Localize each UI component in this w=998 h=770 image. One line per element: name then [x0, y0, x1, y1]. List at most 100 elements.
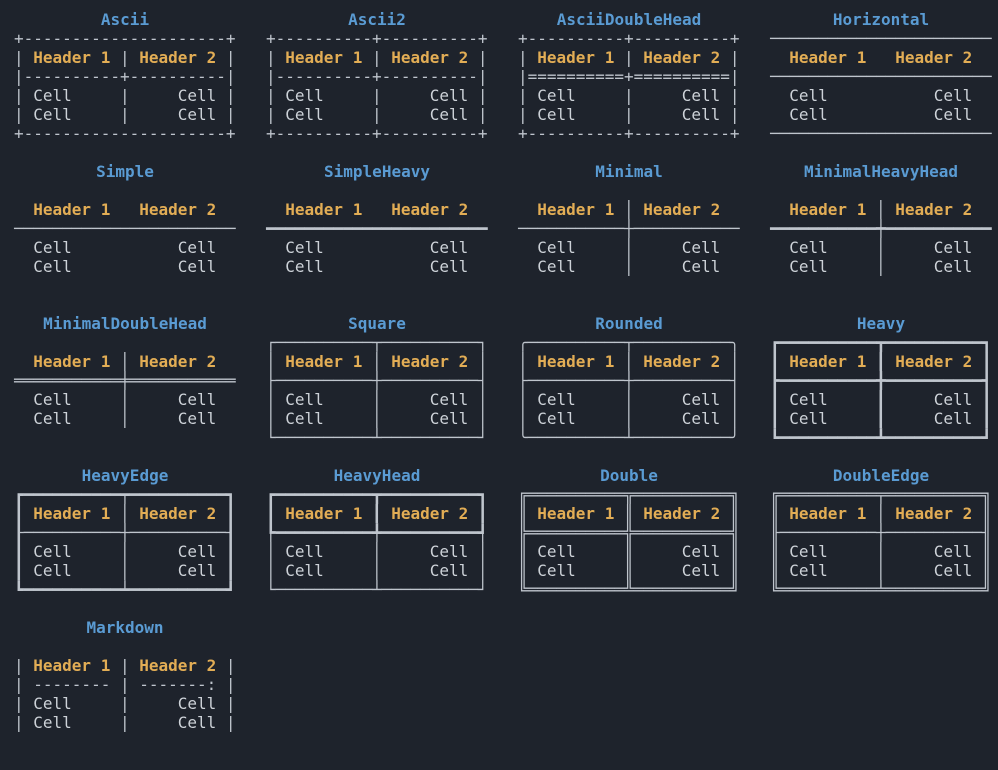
table-row: Cell Cell	[266, 257, 488, 276]
border-chars: ┃	[770, 409, 790, 428]
border-chars	[14, 352, 33, 371]
border-chars: ───────────────────────	[14, 219, 236, 238]
header-text: Header 2	[139, 48, 217, 67]
cell-text: Cell	[177, 409, 217, 428]
table-row: +---------------------+	[14, 29, 236, 48]
border-chars: ┃	[216, 561, 236, 580]
border-chars: ───────────────────────	[770, 67, 992, 86]
box-style-block-ascii2: Ascii2 +----------+----------+ | Header 1 …	[266, 10, 488, 162]
table-row: Cell │ Cell	[518, 238, 740, 257]
header-text: Header 1	[285, 504, 363, 523]
border-chars: ═══════════╪═══════════	[14, 371, 236, 390]
table-row: | Header 1 | Header 2 |	[518, 48, 740, 67]
table-row: |----------+----------|	[14, 67, 236, 86]
cell-text: Cell	[429, 86, 469, 105]
table-row: +----------+----------+	[518, 29, 740, 48]
table-row: ═══════════╪═══════════	[14, 371, 236, 390]
header-text: Header 2	[139, 200, 217, 219]
border-chars	[216, 409, 235, 428]
border-chars: ┃	[216, 504, 236, 523]
border-chars: +----------+----------+	[266, 29, 488, 48]
border-chars: |	[110, 656, 140, 675]
table-row: ┡━━━━━━━━━━╇━━━━━━━━━━┩	[266, 523, 488, 542]
table-row: | Cell | Cell |	[14, 105, 236, 124]
example-table: ┏━━━━━━━━━━┯━━━━━━━━━━┓ ┃ Header 1 │ Head…	[14, 485, 236, 599]
border-chars: ╭──────────┬──────────╮	[518, 333, 740, 352]
border-chars	[972, 86, 991, 105]
cell-text: Cell	[429, 238, 469, 257]
cell-text: Cell	[789, 105, 828, 124]
cell-text: Cell	[681, 257, 721, 276]
cell-text: Cell	[537, 561, 576, 580]
cell-text: Cell	[177, 561, 217, 580]
border-chars: ║	[518, 542, 538, 561]
border-chars: |	[216, 86, 236, 105]
header-text: Header 2	[643, 200, 721, 219]
cell-text: Cell	[285, 542, 324, 561]
example-table: ┏━━━━━━━━━━┳━━━━━━━━━━┓ ┃ Header 1 ┃ Head…	[770, 333, 992, 447]
cell-text: Cell	[537, 257, 576, 276]
example-table: Header 1 Header 2 ━━━━━━━━━━━━━━━━━━━━━━…	[266, 181, 488, 295]
box-style-block-simple: Simple Header 1 Header 2 ───────────────…	[14, 162, 236, 314]
table-row	[518, 276, 740, 295]
table-row	[518, 181, 740, 200]
box-style-block-minimalheavyhead: MinimalHeavyHead Header 1 │ Header 2 ━━━…	[770, 162, 992, 314]
table-row: Header 1 Header 2	[14, 200, 236, 219]
box-style-block-ascii: Ascii +---------------------+ | Header 1 |…	[14, 10, 236, 162]
border-chars: ║	[972, 561, 992, 580]
border-chars: │	[614, 352, 644, 371]
border-chars: |	[216, 713, 236, 732]
table-row: ├──────────┼──────────┤	[266, 371, 488, 390]
border-chars	[828, 105, 934, 124]
border-chars	[770, 200, 789, 219]
table-row: ╰──────────┴──────────╯	[518, 428, 740, 447]
border-chars	[972, 105, 991, 124]
border-chars	[110, 200, 139, 219]
header-text: Header 2	[895, 352, 973, 371]
table-row	[14, 181, 236, 200]
border-chars	[770, 86, 789, 105]
border-chars: ───────────────────────	[770, 29, 992, 48]
border-chars: |	[468, 105, 488, 124]
border-chars: |	[575, 86, 682, 105]
border-chars	[468, 238, 487, 257]
cell-text: Cell	[933, 238, 973, 257]
cell-text: Cell	[177, 257, 217, 276]
box-style-title: Heavy	[856, 314, 906, 333]
border-chars: ┌──────────┬──────────┐	[266, 333, 488, 352]
border-chars: │	[720, 390, 740, 409]
header-text: Header 1	[789, 352, 867, 371]
table-row: │ Cell │ Cell │	[518, 409, 740, 428]
border-chars: │	[468, 542, 488, 561]
cell-text: Cell	[789, 390, 828, 409]
border-chars: |	[518, 86, 538, 105]
table-row: ║ Header 1 ║ Header 2 ║	[518, 504, 740, 523]
table-row: ┃ Cell │ Cell ┃	[14, 542, 236, 561]
border-chars: |	[468, 48, 488, 67]
border-chars	[14, 238, 33, 257]
box-style-title: Double	[600, 466, 658, 485]
table-row: ║ Cell │ Cell ║	[770, 561, 992, 580]
border-chars	[972, 48, 991, 67]
cell-text: Cell	[429, 561, 469, 580]
table-row: Header 1 │ Header 2	[518, 200, 740, 219]
border-chars: │	[575, 390, 682, 409]
border-chars: |	[720, 86, 740, 105]
border-chars: ───────────────────────	[770, 124, 992, 143]
cell-text: Cell	[33, 542, 72, 561]
table-row: | Cell | Cell |	[14, 713, 236, 732]
header-text: Header 2	[391, 200, 469, 219]
border-chars	[216, 257, 235, 276]
example-table: ╔══════════╤══════════╗ ║ Header 1 │ Head…	[770, 485, 992, 599]
table-row: ───────────────────────	[770, 124, 992, 143]
border-chars: │	[71, 409, 178, 428]
border-chars: │	[71, 390, 178, 409]
border-chars: ╠══════════╬══════════╣	[518, 523, 740, 542]
border-chars: |	[720, 48, 740, 67]
border-chars: |	[14, 713, 34, 732]
border-chars: ┃	[14, 542, 34, 561]
border-chars	[770, 257, 789, 276]
table-row: ║ Header 1 │ Header 2 ║	[770, 504, 992, 523]
box-style-title: Square	[348, 314, 406, 333]
table-row: ║ Cell │ Cell ║	[770, 542, 992, 561]
